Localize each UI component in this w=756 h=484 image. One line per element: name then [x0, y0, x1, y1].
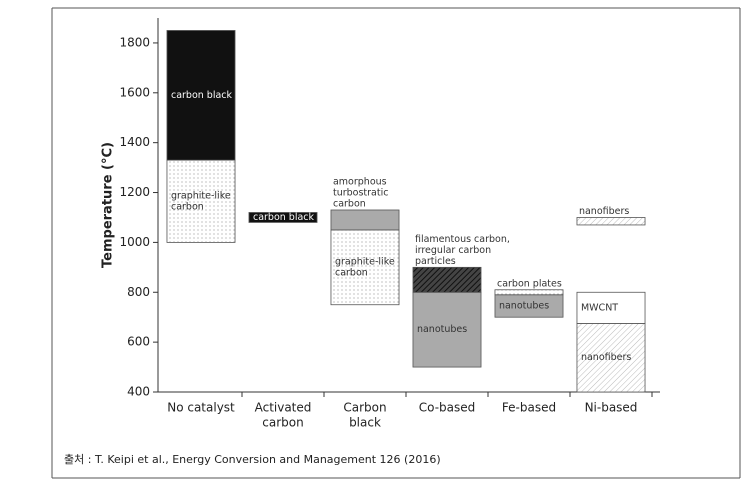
x-tick-label: Carbon — [343, 401, 386, 415]
segment-label: carbon plates — [497, 278, 562, 289]
y-tick-label: 400 — [127, 385, 150, 399]
range-bar — [166, 30, 236, 161]
segment-label: turbostratic — [333, 187, 388, 198]
range-bar — [576, 217, 646, 226]
source-note: 출처 : T. Keipi et al., Energy Conversion … — [64, 453, 441, 466]
range-bar — [330, 229, 400, 306]
y-tick-label: 1400 — [119, 135, 150, 149]
y-tick-label: 600 — [127, 335, 150, 349]
range-bar — [412, 266, 482, 293]
segment-label: carbon black — [171, 90, 233, 101]
y-tick-label: 1800 — [119, 35, 150, 49]
segment-label: amorphous — [333, 176, 387, 187]
segment-label: carbon — [335, 267, 368, 278]
segment-label: MWCNT — [581, 302, 618, 313]
y-tick-label: 1200 — [119, 185, 150, 199]
x-tick-label: No catalyst — [167, 401, 235, 415]
range-bar — [576, 291, 646, 324]
segment-label: particles — [415, 256, 456, 267]
segment-label: nanotubes — [417, 324, 467, 335]
segment-label: carbon — [171, 201, 204, 212]
segment-label: nanotubes — [499, 300, 549, 311]
y-axis-label: Temperature (°C) — [101, 142, 116, 268]
segment-label: nanofibers — [581, 352, 631, 363]
segment-label: filamentous carbon, — [415, 234, 510, 245]
range-bar — [330, 209, 400, 231]
x-tick-label: Activated — [255, 401, 312, 415]
segment-label: carbon black — [253, 212, 315, 223]
segment-label: graphite-like — [171, 190, 231, 201]
range-bar — [248, 212, 318, 223]
y-tick-label: 1600 — [119, 85, 150, 99]
range-bar — [494, 289, 564, 296]
range-bar — [166, 159, 236, 243]
x-tick-label: carbon — [262, 416, 303, 430]
x-tick-label: black — [349, 416, 381, 430]
segment-label: graphite-like — [335, 256, 395, 267]
segment-label: carbon — [333, 198, 366, 209]
x-tick-label: Ni-based — [585, 401, 638, 415]
y-tick-label: 1000 — [119, 235, 150, 249]
x-tick-label: Co-based — [419, 401, 476, 415]
y-tick-label: 800 — [127, 285, 150, 299]
segment-label: nanofibers — [579, 206, 629, 217]
segment-label: irregular carbon — [415, 245, 491, 256]
x-tick-label: Fe-based — [502, 401, 556, 415]
